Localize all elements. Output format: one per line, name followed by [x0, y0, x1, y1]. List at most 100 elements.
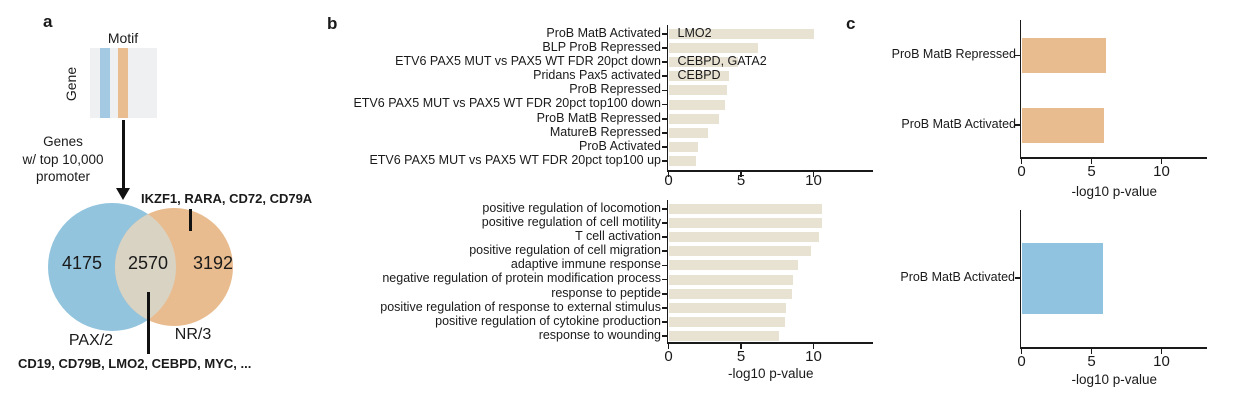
x-tick-label: 10: [805, 348, 822, 365]
x-tick-label: 0: [1017, 353, 1026, 370]
venn-right-count: 3192: [192, 253, 234, 273]
category-label: positive regulation of cell motility: [481, 214, 661, 229]
category-tick: [661, 33, 667, 35]
down-arrow-head-icon: [116, 188, 130, 200]
category-label: positive regulation of cytokine producti…: [435, 313, 661, 328]
bar: [668, 71, 730, 82]
category-label: ProB Repressed: [569, 82, 661, 97]
venn-bottom-gene-list: CD19, CD79B, LMO2, CEBPD, MYC, ...: [18, 356, 252, 371]
category-tick: [661, 61, 667, 64]
category-tick: [661, 47, 667, 49]
category-tick: [661, 306, 667, 309]
category-label: positive regulation of cell migration: [469, 243, 661, 258]
category-label: adaptive immune response: [510, 257, 661, 272]
y-axis: [1019, 210, 1022, 347]
venn-right-set-label: NR/3: [174, 326, 212, 343]
bar: [668, 127, 708, 138]
x-tick: [1160, 348, 1163, 354]
bar: [668, 43, 759, 54]
category-label: ProB MatB Activated: [900, 269, 1015, 284]
x-tick-label: 0: [1017, 163, 1026, 180]
category-tick: [661, 117, 667, 120]
x-tick: [1090, 158, 1093, 164]
category-label: ETV6 PAX5 MUT vs PAX5 WT FDR 20pct top10…: [353, 96, 661, 111]
category-label: positive regulation of response to exter…: [380, 299, 661, 314]
x-tick-label: 10: [1153, 163, 1170, 180]
bar-annotation: LMO2: [677, 26, 712, 40]
category-tick: [661, 292, 667, 295]
category-label: positive regulation of locomotion: [482, 200, 661, 215]
x-tick: [667, 171, 670, 177]
x-tick: [1160, 158, 1163, 164]
bar: [668, 316, 785, 327]
bar: [668, 330, 779, 341]
y-axis: [1019, 20, 1022, 157]
x-tick: [812, 343, 815, 349]
x-tick-label: 10: [805, 172, 822, 189]
down-arrow-line: [122, 120, 125, 189]
x-tick-label: 0: [664, 172, 673, 189]
venn-bottom-pointer-line: [147, 292, 150, 354]
x-tick-label: 5: [1087, 163, 1096, 180]
bar: [668, 155, 697, 166]
category-tick: [661, 335, 667, 337]
bar: [1021, 107, 1105, 143]
category-label: BLP ProB Repressed: [542, 39, 661, 54]
category-label: ProB Activated: [579, 138, 661, 153]
x-tick: [812, 171, 815, 177]
category-tick: [661, 320, 667, 323]
x-tick-label: 0: [664, 348, 673, 365]
bar: [668, 274, 794, 285]
category-tick: [661, 222, 667, 224]
bar: [1021, 242, 1104, 314]
x-tick: [740, 171, 742, 177]
y-axis: [666, 25, 669, 170]
panel-b-label: b: [327, 14, 338, 33]
bar: [668, 232, 820, 243]
x-tick-label: 10: [1153, 353, 1170, 370]
x-axis-label: -log10 p-value: [1071, 184, 1158, 199]
x-axis: [666, 342, 873, 344]
bar: [668, 57, 739, 68]
bar: [668, 85, 727, 96]
bar: [668, 113, 720, 124]
x-tick: [1020, 348, 1023, 354]
category-tick: [661, 89, 667, 92]
category-tick: [661, 264, 667, 267]
x-axis: [1019, 157, 1207, 159]
venn-overlap-region: [48, 203, 176, 331]
x-axis: [666, 170, 873, 172]
category-label: negative regulation of protein modificat…: [382, 271, 661, 286]
category-label: ProB MatB Activated: [901, 116, 1016, 131]
bar: [668, 29, 814, 39]
bar: [668, 246, 811, 257]
x-tick: [1020, 158, 1023, 164]
category-label: response to peptide: [551, 285, 661, 300]
motif-stripe-orange: [118, 48, 128, 118]
category-label: response to wounding: [538, 327, 661, 342]
venn-top-gene-list: IKZF1, RARA, CD72, CD79A: [141, 191, 313, 206]
motif-stripe-blue: [100, 48, 110, 118]
panel-c-label: c: [846, 14, 856, 33]
category-tick: [661, 103, 667, 106]
venn-left-count: 4175: [61, 253, 103, 273]
bar: [668, 260, 798, 271]
bar: [668, 218, 823, 229]
category-label: MatureB Repressed: [549, 124, 661, 139]
category-tick: [661, 236, 667, 239]
x-tick: [667, 343, 670, 349]
bar: [668, 99, 726, 110]
category-label: T cell activation: [575, 229, 661, 244]
category-label: Pridans Pax5 activated: [533, 68, 661, 83]
motif-label: Motif: [107, 30, 139, 46]
category-tick: [661, 75, 667, 78]
category-tick: [661, 160, 667, 162]
bar-annotation: CEBPD: [677, 68, 721, 83]
bar: [1021, 38, 1106, 73]
x-axis-label: -log10 p-value: [1071, 372, 1158, 387]
category-label: ETV6 PAX5 MUT vs PAX5 WT FDR 20pct top10…: [369, 152, 661, 167]
motif-heatmap-box: [90, 48, 157, 118]
